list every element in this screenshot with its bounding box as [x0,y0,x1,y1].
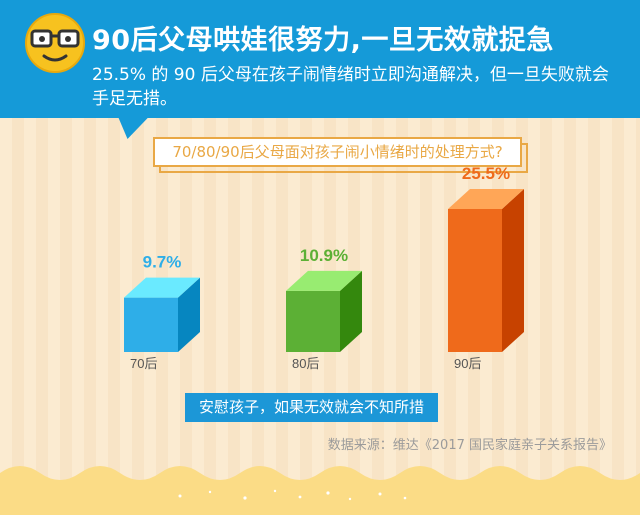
bar-value-label-70后: 9.7% [143,253,182,272]
bar-top-70后 [124,277,200,298]
chart-question: 70/80/90后父母面对孩子闹小情绪时的处理方式? [153,137,522,167]
page-subtitle: 25.5% 的 90 后父母在孩子闹情绪时立即沟通解决，但一旦失败就会手足无措。 [92,65,609,109]
bar-side-80后 [340,270,362,352]
chart-caption: 安慰孩子，如果无效就会不知所措 [185,393,438,422]
bar-side-90后 [502,189,524,352]
bar-front-70后 [124,297,178,352]
bar-value-label-80后: 10.9% [300,246,348,265]
wave-decoration [0,466,640,515]
bar-top-90后 [448,189,524,209]
category-label-70后: 70后 [130,356,157,371]
bar-value-label-90后: 25.5% [462,164,510,183]
bar-front-80后 [286,290,340,352]
bar-front-90后 [448,209,502,352]
data-source-note: 数据来源：维达《2017 国民家庭亲子关系报告》 [327,438,612,453]
bar-side-70后 [178,277,200,352]
category-label-90后: 90后 [454,356,481,371]
nerd-face-icon [25,13,85,73]
dot-decoration [178,489,407,501]
category-label-80后: 80后 [292,356,319,371]
bar-top-80后 [286,270,362,291]
header-banner [0,0,640,118]
page-title: 90后父母哄娃很努力,一旦无效就捉急 [92,25,554,56]
